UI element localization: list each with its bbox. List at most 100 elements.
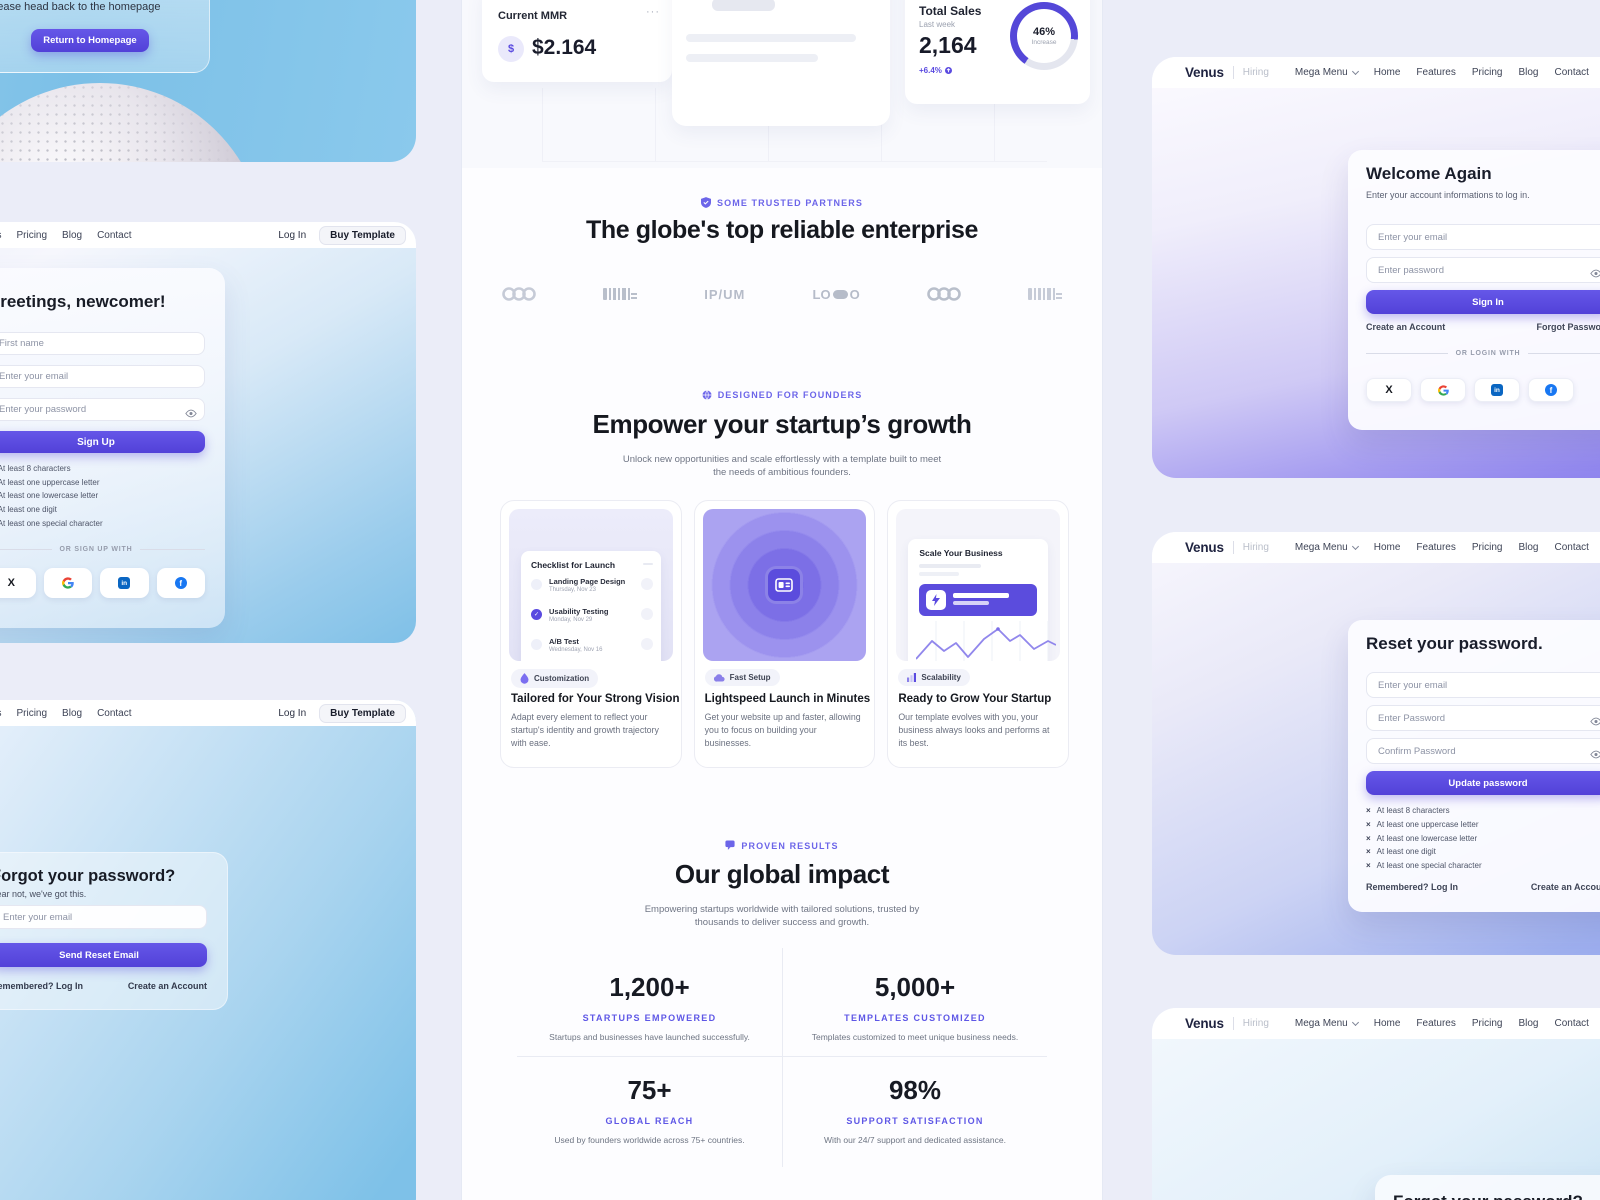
nav-item-features[interactable]: Features <box>1416 67 1456 78</box>
nav-item-pricing[interactable]: Pricing <box>1471 542 1503 553</box>
feature-card-scalability[interactable]: Scale Your Business <box>887 500 1069 768</box>
confirm-password-input[interactable] <box>1376 744 1600 758</box>
password-field[interactable] <box>1366 257 1600 283</box>
avatar-placeholder <box>640 638 653 650</box>
nav-item-features[interactable]: Features <box>1416 1018 1456 1029</box>
nav-item-blog[interactable]: Blog <box>1518 1018 1539 1029</box>
email-input[interactable] <box>1 910 197 924</box>
first-name-field[interactable] <box>0 332 205 355</box>
google-social-button[interactable] <box>1420 378 1466 402</box>
nav-item-features[interactable]: Features <box>1416 542 1456 553</box>
nav-item-home[interactable]: Home <box>1373 542 1401 553</box>
nav-item-contact[interactable]: Contact <box>97 229 132 241</box>
x-social-button[interactable]: X <box>1366 378 1412 402</box>
facebook-social-button[interactable]: f <box>1528 378 1574 402</box>
create-account-link[interactable]: Create an Account <box>1366 322 1446 332</box>
nav-item-contact[interactable]: Contact <box>1554 1018 1589 1029</box>
facebook-social-button[interactable]: f <box>156 568 205 598</box>
password-input[interactable] <box>1376 711 1600 725</box>
badge-label: DESIGNED FOR FOUNDERS <box>717 390 863 400</box>
nav-item-pricing[interactable]: Pricing <box>1471 1018 1503 1029</box>
nav-item-pricing[interactable]: Pricing <box>16 707 48 719</box>
confirm-password-field[interactable] <box>1366 738 1600 764</box>
forgot-password-link[interactable]: Forgot Password <box>1536 322 1600 332</box>
nav-item-home[interactable]: Home <box>1373 1018 1401 1029</box>
login-link[interactable]: Log In <box>278 707 307 719</box>
requirement-item: × At least one special character <box>1366 859 1600 873</box>
show-password-icon[interactable] <box>185 405 197 423</box>
return-homepage-button[interactable]: Return to Homepage <box>31 29 149 52</box>
create-account-link[interactable]: Create an Account <box>127 981 207 991</box>
remembered-login-link[interactable]: Remembered? Log In <box>0 981 84 991</box>
nav-item-mega-menu[interactable]: Mega Menu <box>1295 67 1359 78</box>
signup-button[interactable]: Sign Up <box>0 431 205 453</box>
password-field[interactable] <box>1366 705 1600 731</box>
remembered-login-link[interactable]: Remembered? Log In <box>1366 882 1459 892</box>
show-password-icon[interactable] <box>1590 746 1600 764</box>
nav-item-pricing[interactable]: Pricing <box>1471 67 1503 78</box>
nav-item-pricing[interactable]: Pricing <box>16 229 48 241</box>
venus-logo[interactable]: Venus <box>1185 540 1224 555</box>
feature-tag: Fast Setup <box>704 669 780 686</box>
email-input[interactable] <box>0 370 195 383</box>
nav-divider <box>1232 541 1234 554</box>
show-password-icon[interactable] <box>1590 265 1600 283</box>
item-date: Monday, Nov 29 <box>549 617 593 623</box>
chevron-down-icon <box>1351 67 1359 76</box>
password-requirements: × At least 8 characters × At least one upp… <box>1366 804 1600 872</box>
feature-card-customization[interactable]: Checklist for Launch Landing Page Design… <box>500 500 682 768</box>
show-password-icon[interactable] <box>1590 713 1600 731</box>
total-sales-card: Total Sales Last week 2,164 +6.4% 46% In… <box>905 0 1090 104</box>
nav-item-mega-menu[interactable]: Mega Menu <box>1295 1018 1359 1029</box>
first-name-input[interactable] <box>0 337 195 350</box>
feature-card-fast-setup[interactable]: Fast Setup Lightspeed Launch in Minutes … <box>693 500 876 768</box>
nav-item-blog[interactable]: Blog <box>1518 67 1539 78</box>
nav-item-contact[interactable]: Contact <box>1554 542 1589 553</box>
nav-item-features[interactable]: Features <box>0 708 1 719</box>
send-reset-email-button[interactable]: Send Reset Email <box>0 943 207 967</box>
card-menu-icon[interactable]: ··· <box>646 6 660 18</box>
x-icon: × <box>1366 806 1371 816</box>
email-input[interactable] <box>1376 678 1600 692</box>
barcode-logo <box>603 288 638 300</box>
login-link[interactable]: Log In <box>278 229 307 241</box>
linkedin-social-button[interactable]: in <box>100 568 149 598</box>
google-social-button[interactable] <box>43 568 92 598</box>
badge-label: SOME TRUSTED PARTNERS <box>717 197 863 208</box>
impact-badge: PROVEN RESULTS <box>462 840 1102 851</box>
nav-item-blog[interactable]: Blog <box>1518 542 1539 553</box>
stat-templates: 5,000+ TEMPLATES CUSTOMIZED Templates cu… <box>782 948 1047 1056</box>
sign-in-button[interactable]: Sign In <box>1366 290 1600 314</box>
checklist-item: A/B Test Wednesday, Nov 16 <box>531 637 653 661</box>
x-social-button[interactable]: X <box>0 568 36 598</box>
nav-item-blog[interactable]: Blog <box>62 707 83 719</box>
password-input[interactable] <box>0 403 195 416</box>
email-field[interactable] <box>1366 224 1600 250</box>
password-input[interactable] <box>1376 263 1600 277</box>
email-field[interactable] <box>0 905 207 929</box>
forgot-title: Forgot your password? <box>0 867 176 885</box>
nav-item-home[interactable]: Home <box>1373 67 1401 78</box>
requirement-label: At least one uppercase letter <box>0 477 100 487</box>
nav-item-blog[interactable]: Blog <box>62 229 83 241</box>
nav-item-mega-menu[interactable]: Mega Menu <box>1295 542 1359 553</box>
nav-item-contact[interactable]: Contact <box>97 707 132 719</box>
email-field[interactable] <box>1366 672 1600 698</box>
buy-template-button[interactable]: Buy Template <box>319 225 406 245</box>
globe-sphere-graphic <box>0 83 265 162</box>
linkedin-social-button[interactable]: in <box>1474 378 1520 402</box>
venus-logo[interactable]: Venus <box>1185 1016 1224 1031</box>
update-password-button[interactable]: Update password <box>1366 771 1600 795</box>
nav-item-contact[interactable]: Contact <box>1554 67 1589 78</box>
password-field[interactable] <box>0 398 205 421</box>
requirement-label: At least one digit <box>1376 847 1436 857</box>
globe-icon <box>702 390 712 400</box>
email-input[interactable] <box>1376 230 1600 244</box>
nav-item-features[interactable]: Features <box>0 230 1 241</box>
feature-desc: Adapt every element to reflect your star… <box>511 712 659 748</box>
create-account-link[interactable]: Create an Account <box>1530 882 1600 892</box>
buy-template-button[interactable]: Buy Template <box>319 703 406 723</box>
feature-tag: Scalability <box>898 669 970 686</box>
email-field[interactable] <box>0 365 205 388</box>
venus-logo[interactable]: Venus <box>1185 65 1224 80</box>
